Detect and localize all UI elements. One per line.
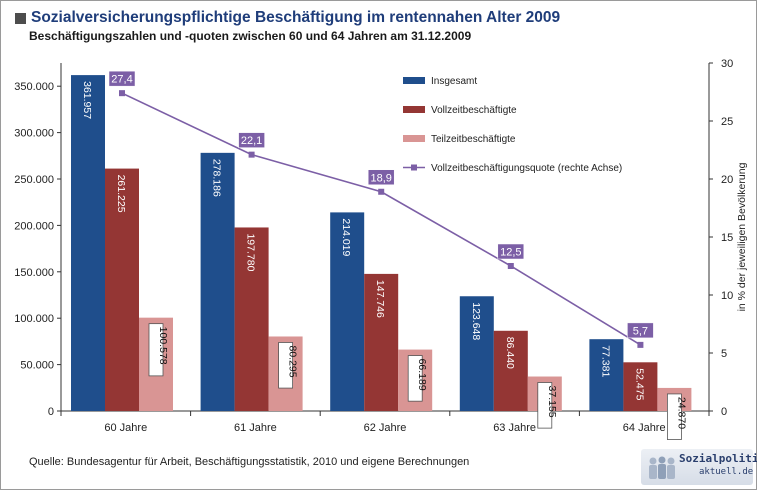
data-label: 278.186: [211, 159, 223, 197]
people-silhouette-icon: [649, 456, 675, 479]
logo-text-line2: aktuell.de: [699, 467, 754, 477]
data-label: 77.381: [599, 345, 611, 377]
bar-vollzeit: [105, 168, 139, 411]
data-label: 80.295: [287, 345, 299, 377]
data-label-box: [278, 342, 294, 389]
data-label-box: [407, 355, 423, 402]
source-note: Quelle: Bundesagentur für Arbeit, Beschä…: [29, 456, 470, 468]
chart-subtitle: Beschäftigungszahlen und -quoten zwische…: [29, 29, 472, 43]
bar-vollzeit: [234, 227, 269, 411]
y-right-axis-label: in % der jeweiligen Bevölkerung: [736, 162, 748, 311]
x-tick-label: 61 Jahre: [234, 422, 277, 434]
data-label: 52.475: [633, 368, 645, 400]
bar-vollzeit: [364, 273, 399, 411]
data-label: 197.780: [245, 233, 257, 271]
site-logo[interactable]: Sozialpolitik- aktuell.de: [641, 449, 757, 485]
data-label: 86.440: [504, 337, 516, 369]
bar-insgesamt: [200, 152, 235, 412]
y-left-tick-label: 250.000: [14, 174, 54, 186]
y-left-tick-label: 150.000: [14, 267, 54, 279]
line-label-box: [108, 70, 136, 87]
line-data-label: 18,9: [370, 172, 391, 184]
data-label-box: [667, 393, 682, 440]
bar-vollzeit: [623, 362, 658, 411]
title-bullet-icon: [15, 12, 26, 24]
y-left-tick-label: 0: [48, 406, 54, 418]
legend-teilzeit-swatch: [403, 135, 425, 142]
line-data-label: 5,7: [633, 325, 648, 337]
x-tick-label: 63 Jahre: [493, 422, 536, 434]
data-label: 24.870: [675, 397, 687, 429]
legend-vollzeit-label: Vollzeitbeschäftigte: [431, 105, 517, 116]
y-right-tick-label: 15: [721, 232, 733, 244]
legend-quote-marker: [411, 164, 417, 171]
data-label-box: [537, 382, 553, 429]
chart-title: Sozialversicherungspflichtige Beschäftig…: [31, 9, 561, 26]
data-label: 361.957: [81, 81, 93, 119]
y-left-tick-label: 200.000: [14, 220, 54, 232]
y-right-tick-label: 0: [721, 406, 727, 418]
title-row: Sozialversicherungspflichtige Beschäftig…: [15, 9, 560, 27]
x-tick-label: 62 Jahre: [364, 422, 407, 434]
legend-vollzeit-swatch: [403, 106, 425, 113]
y-left-tick-label: 100.000: [14, 313, 54, 325]
line-point: [378, 188, 385, 195]
bar-vollzeit: [493, 330, 528, 411]
line-data-label: 12,5: [500, 247, 521, 259]
legend-insgesamt-label: Insgesamt: [431, 76, 477, 87]
line-label-box: [627, 322, 654, 339]
y-right-tick-label: 30: [721, 58, 733, 70]
x-tick-label: 64 Jahre: [623, 422, 666, 434]
bar-insgesamt: [589, 339, 624, 411]
bar-insgesamt: [330, 212, 365, 411]
legend-insgesamt-swatch: [403, 77, 425, 84]
data-label: 66.189: [416, 359, 428, 391]
data-label: 261.225: [115, 175, 127, 213]
y-right-tick-label: 10: [721, 290, 733, 302]
y-left-tick-label: 50.000: [20, 360, 54, 372]
line-point: [248, 151, 255, 158]
line-point: [637, 341, 644, 348]
data-label: 100.578: [157, 327, 169, 365]
data-label: 214.019: [340, 218, 352, 256]
y-right-tick-label: 20: [721, 174, 733, 186]
bar-insgesamt: [459, 296, 494, 411]
line-label-box: [238, 132, 265, 148]
bar-insgesamt: [71, 75, 105, 411]
y-right-tick-label: 5: [721, 348, 727, 360]
line-label-box: [367, 169, 395, 186]
legend-quote-label: Vollzeitbeschäftigungsquote (rechte Achs…: [431, 163, 622, 174]
line-point: [507, 263, 514, 269]
data-label: 37.155: [546, 386, 558, 418]
data-label: 147.746: [374, 280, 386, 318]
y-right-tick-label: 25: [721, 116, 733, 128]
line-label-box: [497, 243, 525, 260]
legend-teilzeit-label: Teilzeitbeschäftigte: [431, 134, 516, 145]
logo-text-line1: Sozialpolitik-: [679, 452, 757, 465]
line-point: [119, 90, 125, 97]
line-data-label: 22,1: [241, 135, 262, 147]
data-label: 123.648: [470, 302, 482, 340]
y-left-tick-label: 350.000: [14, 81, 54, 93]
y-left-tick-label: 300.000: [14, 128, 54, 140]
data-label-box: [148, 323, 164, 377]
line-data-label: 27,4: [111, 74, 132, 86]
x-tick-label: 60 Jahre: [104, 422, 147, 434]
